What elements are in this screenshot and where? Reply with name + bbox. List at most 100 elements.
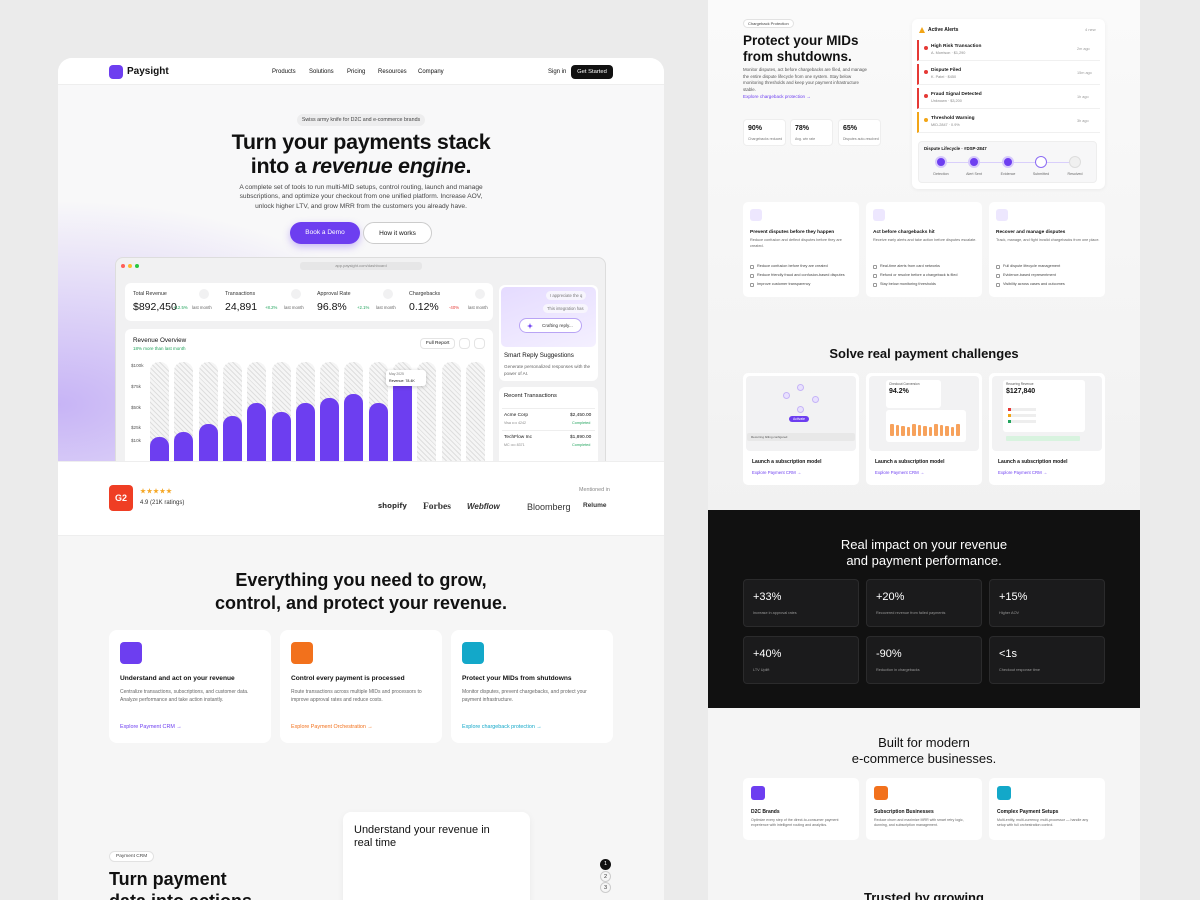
lifecycle-label: Detection <box>933 172 949 176</box>
rating-score: 4.9 (21K ratings) <box>140 500 185 506</box>
chart-column-background <box>465 362 485 472</box>
nav-link[interactable]: Products <box>272 69 296 75</box>
node <box>797 384 804 391</box>
rating-star <box>146 488 153 494</box>
y-tick-label: $50k <box>131 404 141 410</box>
stat-value: 24,891 <box>225 301 258 313</box>
revenue-bar <box>368 403 388 475</box>
step-indicator[interactable]: 2 <box>600 870 611 882</box>
section-title: and payment performance. <box>846 553 1002 568</box>
mini-card <box>886 380 941 408</box>
chat-bubble: This integration has <box>543 304 588 313</box>
image-text: Recurring Revenue <box>1006 382 1034 386</box>
alert-time: 1h ago <box>1077 95 1089 99</box>
alert-row <box>917 40 1100 61</box>
revenue-bar <box>344 394 364 475</box>
revenue-bar <box>295 403 315 475</box>
impact-value: <1s <box>999 648 1018 660</box>
section-title: from shutdowns. <box>743 49 852 64</box>
section-link[interactable]: Explore chargeback protection → <box>743 94 811 99</box>
stat-value: 0.12% <box>409 301 439 313</box>
impact-label: Recovered revenue from failed payments <box>876 611 946 615</box>
protection-bullet: Reduce friendly fraud and confusion-base… <box>757 273 845 277</box>
alert-meta: A. Morrison · $1,290 <box>931 51 966 55</box>
mini-bar <box>912 424 916 436</box>
chart-icon-button[interactable] <box>459 338 470 349</box>
challenge-link[interactable]: Explore Payment CRM → <box>875 470 925 475</box>
feature-link[interactable]: Explore Payment Orchestration → <box>291 724 373 730</box>
stat-change: -40% <box>449 305 460 310</box>
protection-icon <box>996 209 1008 221</box>
sign-in-link[interactable]: Sign in <box>548 69 567 75</box>
get-started-button[interactable]: Get Started <box>571 65 613 79</box>
impact-value: +40% <box>753 648 782 660</box>
revenue-bar <box>393 378 412 475</box>
step-indicator[interactable]: 3 <box>600 882 611 893</box>
segment-text: Multi-entity, multi-currency, multi-proc… <box>997 818 1089 828</box>
brand-logo: Bloomberg <box>527 502 571 512</box>
logo-icon <box>109 65 123 79</box>
rating-star <box>140 488 146 494</box>
stat-icon <box>383 289 393 299</box>
stat-label: Transactions <box>225 291 256 297</box>
smart-reply-text: Generate personalized responses with the… <box>504 364 591 376</box>
protection-card <box>743 202 859 297</box>
protection-bullet: Real-time alerts from card networks <box>880 264 940 268</box>
nav-link[interactable]: Resources <box>378 69 407 75</box>
stat-value: 65% <box>843 125 858 132</box>
alerts-count: 4 new <box>1085 27 1096 32</box>
stat-value: 78% <box>795 125 810 132</box>
impact-card <box>866 579 982 627</box>
feature-link[interactable]: Explore chargeback protection → <box>462 724 542 730</box>
section-title: Everything you need to grow, <box>235 570 487 590</box>
mini-bar <box>934 424 938 436</box>
book-demo-button[interactable]: Book a Demo <box>290 222 360 244</box>
section-badge: Chargeback Protection <box>743 19 794 28</box>
chart-column-background <box>417 362 437 472</box>
protection-bullet: Refund or resolve before a chargeback is… <box>880 273 958 277</box>
nav-link[interactable]: Company <box>418 69 444 75</box>
row-divider <box>502 408 595 409</box>
nav-link[interactable]: Solutions <box>309 69 334 75</box>
challenge-link[interactable]: Explore Payment CRM → <box>752 470 802 475</box>
transactions-title: Recent Transactions <box>504 393 557 399</box>
section-text: Monitor disputes, act before chargebacks… <box>743 67 867 92</box>
chart-subtitle: 18% more than last month <box>133 346 186 351</box>
stat-value: 90% <box>748 125 763 132</box>
check-box <box>873 274 877 278</box>
mini-bar <box>928 427 932 436</box>
segment-text: Reduce churn and maximize MRR with smart… <box>874 818 964 828</box>
full-report-button[interactable]: Full Report <box>420 338 456 349</box>
nav-link[interactable]: Pricing <box>347 69 366 75</box>
chart-title: Revenue Overview <box>133 337 187 344</box>
feature-text: Route transactions across multiple MIDs … <box>291 689 422 703</box>
revenue-bar <box>320 397 340 475</box>
stat-label: Disputes auto-resolved <box>843 137 879 141</box>
stats-row <box>125 283 493 321</box>
image-text: 94.2% <box>889 388 909 395</box>
mentioned-label: Mentioned in <box>579 487 610 493</box>
challenge-link[interactable]: Explore Payment CRM → <box>998 470 1048 475</box>
protection-card <box>866 202 982 297</box>
section-title: e-commerce businesses. <box>851 751 997 766</box>
protection-text: Track, manage, and fight invalid chargeb… <box>996 238 1100 242</box>
how-it-works-button[interactable]: How it works <box>363 222 432 244</box>
protection-bullet: Reduce confusion before they are created <box>757 264 828 268</box>
revenue-bar <box>247 403 267 475</box>
revenue-bar <box>222 415 242 475</box>
mini-bar <box>956 424 960 436</box>
hero-title-part: . <box>465 154 472 178</box>
step-indicator[interactable]: 1 <box>600 859 611 870</box>
chart-icon-button[interactable] <box>474 338 485 349</box>
segment-icon <box>874 786 888 800</box>
stat-icon <box>291 289 301 299</box>
rating-star <box>153 488 159 494</box>
impact-label: Higher AOV <box>999 611 1020 615</box>
sparkle-icon <box>527 323 533 329</box>
feature-link[interactable]: Explore Payment CRM → <box>120 724 182 730</box>
brand-name: Paysight <box>127 66 169 77</box>
rating-star <box>166 488 172 494</box>
impact-value: +20% <box>876 591 905 603</box>
alert-dot <box>924 94 928 98</box>
transaction-status: Completed <box>572 443 591 447</box>
